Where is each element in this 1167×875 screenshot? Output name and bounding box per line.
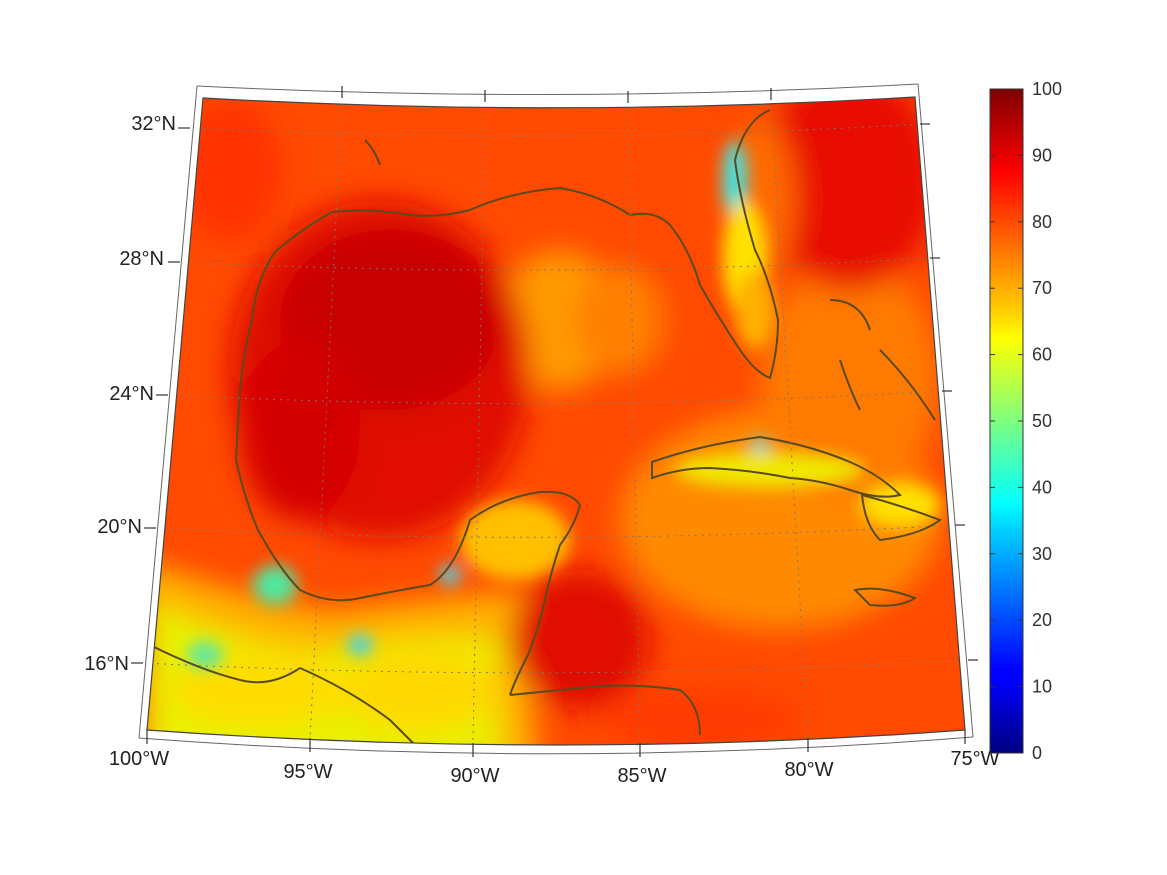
graticule (147, 97, 965, 745)
lat-label-28n: 28°N (119, 248, 164, 270)
map-frame (138, 83, 974, 755)
coastline-overlay (149, 109, 943, 745)
lon-label-100w: 100°W (109, 748, 169, 770)
colorbar-tick-label: 60 (1032, 345, 1052, 365)
data-field (147, 97, 965, 745)
longitude-labels: 100°W 95°W 90°W 85°W 80°W 75°W (109, 748, 1000, 787)
colorbar-tick-label: 20 (1032, 610, 1052, 630)
colorbar-ticks: 0 10 20 30 40 50 60 70 80 90 100 (990, 79, 1062, 763)
colorbar-tick-label: 100 (1032, 79, 1062, 99)
colorbar-tick-label: 90 (1032, 145, 1052, 165)
colorbar-tick-label: 50 (1032, 411, 1052, 431)
tick-marks (131, 86, 978, 757)
lon-label-80w: 80°W (784, 759, 833, 781)
colorbar: 0 10 20 30 40 50 60 70 80 90 100 (989, 79, 1062, 763)
lon-label-75w: 75°W (950, 748, 999, 770)
colorbar-tick-label: 10 (1032, 677, 1052, 697)
lon-label-90w: 90°W (450, 765, 499, 787)
colorbar-tick-label: 0 (1032, 743, 1042, 763)
lat-label-20n: 20°N (97, 516, 142, 538)
colorbar-tick-label: 70 (1032, 278, 1052, 298)
colorbar-tick-label: 40 (1032, 477, 1052, 497)
lat-label-16n: 16°N (84, 653, 129, 675)
lat-label-32n: 32°N (131, 113, 176, 135)
lat-label-24n: 24°N (109, 383, 154, 405)
latitude-labels: 32°N 28°N 24°N 20°N 16°N (84, 113, 176, 675)
lon-label-85w: 85°W (617, 765, 666, 787)
colorbar-gradient (989, 88, 1024, 754)
colorbar-tick-label: 30 (1032, 544, 1052, 564)
lon-label-95w: 95°W (283, 761, 332, 783)
colorbar-tick-label: 80 (1032, 212, 1052, 232)
